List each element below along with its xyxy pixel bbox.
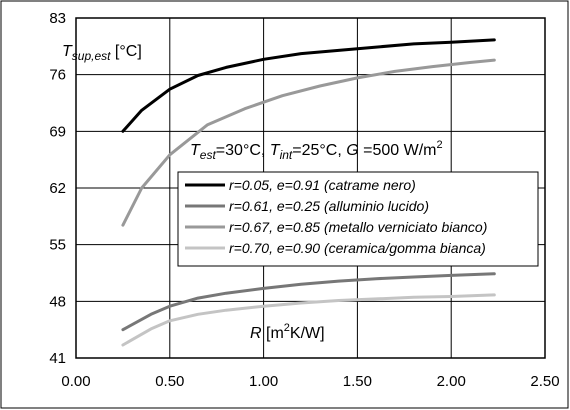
x-axis-label-main: R xyxy=(250,325,262,342)
y-tick-label-4: 69 xyxy=(49,123,66,140)
cond-g-val: =500 W/m xyxy=(359,142,437,159)
x-tick-label-0: 0.00 xyxy=(61,373,90,390)
legend-label-3: r=0.70, e=0.90 (ceramica/gomma bianca) xyxy=(229,240,486,256)
series-line-3 xyxy=(121,293,496,347)
x-axis-label-unit-post: K/W] xyxy=(290,325,325,342)
series-line-1 xyxy=(121,272,496,332)
axes: 0.00 0.50 1.00 1.50 2.00 2.50 41 48 55 62 69 76 83 xyxy=(49,10,559,390)
y-tick-label-2: 55 xyxy=(49,237,66,254)
cond-t-est-sub: est xyxy=(200,148,217,162)
x-axis-label: R [m2K/W] xyxy=(250,322,325,342)
x-tick-label-2: 1.00 xyxy=(249,373,278,390)
y-tick-label-5: 76 xyxy=(49,67,66,84)
y-tick-label-6: 83 xyxy=(49,10,66,27)
legend-label-0: r=0.05, e=0.91 (catrame nero) xyxy=(229,177,416,193)
legend-label-2: r=0.67, e=0.85 (metallo verniciato bianc… xyxy=(229,219,487,235)
cond-t-int-sub: int xyxy=(280,148,293,162)
legend-box xyxy=(177,171,539,267)
y-axis-label-unit: [°C] xyxy=(110,43,141,60)
y-tick-label-0: 41 xyxy=(49,350,66,367)
x-axis-label-unit-pre: [m xyxy=(262,325,284,342)
cond-t-est-val: =30°C, xyxy=(216,142,270,159)
cond-t-int-val: =25°C, xyxy=(292,142,346,159)
x-tick-label-4: 2.00 xyxy=(437,373,466,390)
y-axis-label-sub: sup,est xyxy=(72,49,111,63)
x-tick-label-5: 2.50 xyxy=(530,373,559,390)
series-line-2 xyxy=(121,58,496,227)
plot-area-border xyxy=(75,17,546,359)
cond-g: G xyxy=(346,142,358,159)
cond-t-int: T xyxy=(270,142,281,159)
cond-t-est: T xyxy=(190,142,201,159)
conditions-annotation: Test=30°C, Tint=25°C, G =500 W/m2 xyxy=(190,139,443,162)
legend: r=0.05, e=0.91 (catrame nero) r=0.61, e=0… xyxy=(177,171,539,267)
x-tick-label-3: 1.50 xyxy=(343,373,372,390)
x-tick-label-1: 0.50 xyxy=(155,373,184,390)
series-layer xyxy=(121,38,496,347)
series-line-0 xyxy=(121,38,496,133)
y-axis-label: Tsup,est [°C] xyxy=(62,43,142,63)
y-tick-label-3: 62 xyxy=(49,180,66,197)
legend-items: r=0.05, e=0.91 (catrame nero) r=0.61, e=0… xyxy=(185,177,487,256)
legend-label-1: r=0.61, e=0.25 (alluminio lucido) xyxy=(229,198,429,214)
y-tick-label-1: 48 xyxy=(49,293,66,310)
y-axis-label-main: T xyxy=(62,43,73,60)
cond-g-sup: 2 xyxy=(437,139,443,151)
x-axis-label-sup: 2 xyxy=(284,322,290,334)
